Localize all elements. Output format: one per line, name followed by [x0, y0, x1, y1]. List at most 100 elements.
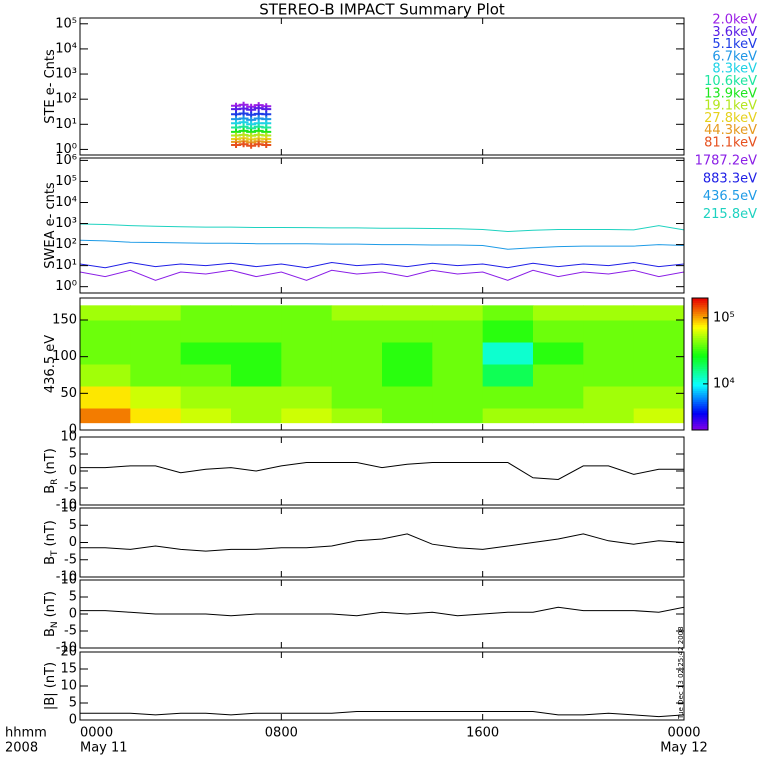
y-tick-label: 50: [60, 386, 77, 401]
y-axis-label: BN (nT): [43, 591, 60, 637]
y-label-subscript: T: [50, 550, 60, 557]
heatmap-cell: [281, 386, 333, 409]
y-axis-label: SWEA e- cnts: [43, 182, 58, 269]
colorbar-swatch: [692, 348, 708, 352]
y-tick-label: 10: [60, 679, 77, 694]
heatmap-cell: [583, 386, 635, 409]
legend-entry: 436.5eV: [703, 189, 757, 204]
colorbar-swatch: [692, 405, 708, 409]
panel-frame: [79, 17, 685, 156]
legend-entry: 5.1keV: [712, 37, 757, 52]
y-tick-label: 0: [69, 423, 77, 438]
colorbar-swatch: [692, 414, 708, 418]
heatmap-cell: [130, 305, 182, 321]
colorbar-swatch: [692, 355, 708, 358]
colorbar-swatch: [692, 388, 708, 391]
plot-area: [80, 223, 684, 281]
heatmap-cell: [281, 305, 333, 321]
heatmap-cell: [180, 386, 232, 409]
colorbar-swatch: [692, 401, 708, 405]
data-point: [238, 141, 249, 148]
y-tick-label: -10: [56, 498, 77, 513]
colorbar-swatch: [692, 335, 708, 339]
x-tick-label: 0000: [80, 726, 113, 741]
y-tick-label: -10: [56, 641, 77, 656]
y-tick-label: 10: [60, 501, 77, 516]
footnote: Tue Dec 13 02:25:42 2008: [677, 626, 685, 720]
heatmap-cell: [382, 408, 433, 424]
colorbar-swatch: [692, 342, 708, 345]
heatmap-cell: [382, 364, 433, 387]
heatmap-cell: [180, 320, 232, 343]
colorbar-swatch: [692, 410, 708, 413]
data-point: [261, 142, 272, 149]
y-tick-label: 5: [69, 590, 77, 605]
heatmap-cell: [231, 364, 282, 387]
y-tick-label: 10: [60, 430, 77, 445]
colorbar-swatch: [692, 381, 708, 385]
data-line: [80, 533, 684, 552]
legend-entry: 215.8eV: [703, 207, 757, 222]
y-tick-label: 5: [69, 696, 77, 711]
colorbar-swatch: [692, 394, 708, 398]
colorbar-swatch: [692, 364, 708, 367]
heatmap-cell: [331, 320, 383, 343]
colorbar-swatch: [692, 311, 708, 314]
legend-entry: 10.6keV: [704, 74, 757, 89]
colorbar-swatch: [692, 322, 708, 325]
legend-entry: 81.1keV: [704, 136, 757, 151]
colorbar-swatch: [692, 377, 708, 380]
y-axis-label: STE e- Cnts: [43, 49, 58, 124]
data-line: [80, 261, 684, 269]
y-tick-label: 0: [69, 464, 77, 479]
colorbar-tick-label: 10⁵: [713, 310, 735, 325]
heatmap-cell: [482, 305, 534, 321]
heatmap-cell: [633, 320, 684, 343]
y-label-text: B: [43, 485, 58, 494]
y-tick-label: -10: [56, 570, 77, 585]
y-tick-label: 0: [69, 713, 77, 728]
heatmap-cell: [231, 408, 282, 424]
legend-entry: 883.3eV: [703, 171, 757, 186]
heatmap-cell: [382, 305, 433, 321]
heatmap-cell: [331, 364, 383, 387]
colorbar-swatch: [692, 333, 708, 336]
data-line: [80, 269, 684, 281]
colorbar-swatch: [692, 427, 708, 431]
y-tick-label: 10⁴: [55, 195, 77, 210]
y-label-text: B: [43, 628, 58, 637]
colorbar-swatch: [692, 353, 708, 356]
plot-area: [80, 711, 684, 718]
legend-entry: 2.0keV: [712, 13, 757, 28]
data-point: [253, 105, 264, 112]
heatmap-cell: [482, 342, 534, 365]
heatmap-cell: [482, 364, 534, 387]
heatmap-cell: [432, 364, 484, 387]
y-tick-label: 10⁵: [55, 16, 77, 31]
colorbar-swatch: [692, 315, 708, 319]
y-tick-label: 10⁶: [55, 153, 77, 168]
heatmap-cell: [533, 342, 584, 365]
colorbar-swatch: [692, 298, 708, 301]
plot-area: [80, 305, 684, 424]
heatmap-cell: [432, 305, 484, 321]
colorbar-swatch: [692, 309, 708, 312]
y-tick-label: 150: [52, 313, 77, 328]
colorbar-swatch: [692, 399, 708, 402]
colorbar-swatch: [692, 425, 708, 429]
y-label-text: B: [43, 556, 58, 565]
heatmap-cell: [80, 364, 131, 387]
heatmap-cell: [130, 342, 182, 365]
y-tick-label: 10³: [55, 216, 77, 231]
heatmap-cell: [180, 364, 232, 387]
colorbar-swatch: [692, 306, 708, 310]
y-label-unit: (nT): [43, 448, 58, 474]
colorbar-swatch: [692, 421, 708, 424]
y-tick-label: 20: [60, 645, 77, 660]
colorbar-swatch: [692, 383, 708, 387]
heatmap-cell: [633, 305, 684, 321]
heatmap-cell: [533, 364, 584, 387]
legend-entry: 44.3keV: [704, 123, 757, 138]
plot-title: STEREO-B IMPACT Summary Plot: [259, 1, 505, 19]
date-label: May 12: [660, 741, 708, 756]
